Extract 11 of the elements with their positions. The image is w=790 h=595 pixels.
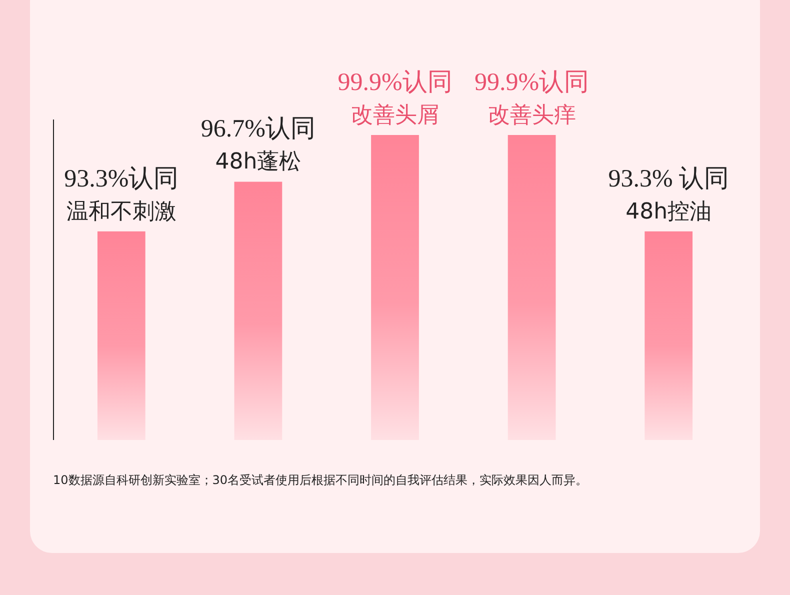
x-tick-label: 48h蓬松 bbox=[215, 150, 302, 175]
data-label: 93.3% 认同 bbox=[608, 165, 730, 192]
x-tick-label: 改善头痒 bbox=[488, 103, 576, 128]
x-tick-label: 改善头屑 bbox=[351, 103, 439, 128]
data-label: 93.3%认同 bbox=[64, 165, 179, 192]
x-tick-label: 温和不刺激 bbox=[66, 199, 176, 224]
text: 10数据源自科研创新实验室；30名受试者使用后根据不同时间的自我评估结果，实际效果因人而异。 bbox=[53, 472, 589, 489]
data-label: 99.9%认同 bbox=[338, 69, 452, 96]
data-label: 99.9%认同 bbox=[474, 69, 590, 96]
data-label: 96.7%认同 bbox=[200, 116, 316, 143]
x-tick-label: 48h控油 bbox=[626, 199, 712, 224]
